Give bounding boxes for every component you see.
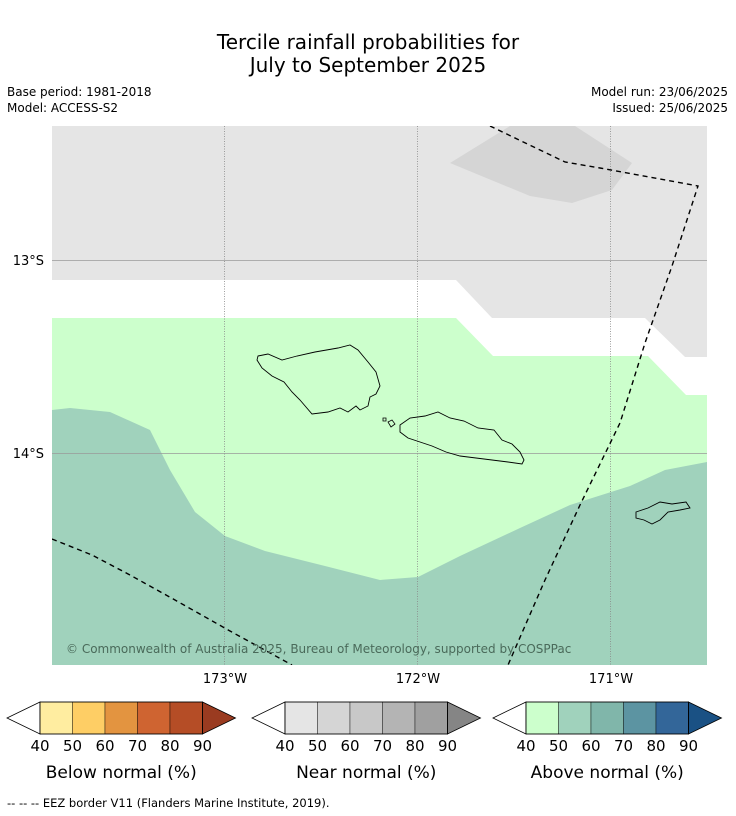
above-normal-colorbar-segment bbox=[558, 701, 592, 735]
issued-date: Issued: 25/06/2025 bbox=[612, 101, 728, 115]
apolima-islet bbox=[382, 417, 387, 422]
near-normal-colorbar-segment bbox=[414, 701, 448, 735]
base-period: Base period: 1981-2018 bbox=[7, 85, 152, 99]
near-normal-colorbar-extend-high bbox=[447, 701, 482, 735]
above-normal-colorbar-segment bbox=[590, 701, 624, 735]
near-normal-tick-label: 50 bbox=[308, 737, 327, 755]
above-normal-tick-label: 40 bbox=[516, 737, 535, 755]
above-normal-tick-label: 60 bbox=[581, 737, 600, 755]
upolu-island bbox=[399, 411, 525, 465]
map-area: © Commonwealth of Australia 2025, Bureau… bbox=[52, 126, 707, 665]
model-run-date: Model run: 23/06/2025 bbox=[590, 85, 728, 99]
chart-title-line-2: July to September 2025 bbox=[249, 53, 487, 77]
below-normal-tick-label: 50 bbox=[63, 737, 82, 755]
near-normal-tick-label: 70 bbox=[373, 737, 392, 755]
below-normal-tick-label: 40 bbox=[30, 737, 49, 755]
model-name: Model: ACCESS-S2 bbox=[7, 101, 119, 115]
lon-label-172w: 172°W bbox=[396, 672, 440, 687]
below-normal-legend-label: Below normal (%) bbox=[46, 763, 197, 783]
lon-label-173w: 173°W bbox=[203, 672, 247, 687]
near-normal-colorbar-segment bbox=[317, 701, 351, 735]
above-normal-colorbar-segment bbox=[525, 701, 559, 735]
tutuila-island bbox=[635, 501, 691, 525]
below-normal-colorbar-extend-low bbox=[6, 701, 41, 735]
below-normal-tick-label: 60 bbox=[95, 737, 114, 755]
near-normal-legend-label: Near normal (%) bbox=[296, 763, 436, 783]
above-normal-colorbar-extend-low bbox=[492, 701, 527, 735]
near-normal-colorbar-outline bbox=[284, 701, 448, 735]
below-normal-tick-label: 90 bbox=[193, 737, 212, 755]
above-normal-colorbar-segment bbox=[655, 701, 689, 735]
above-normal-colorbar-segment bbox=[623, 701, 657, 735]
near-normal-colorbar-segment bbox=[284, 701, 318, 735]
near-normal-colorbar-segment bbox=[382, 701, 416, 735]
manono-islet bbox=[387, 419, 396, 428]
eez-footnote: -- -- -- EEZ border V11 (Flanders Marine… bbox=[7, 796, 330, 810]
near-normal-tick-label: 40 bbox=[275, 737, 294, 755]
below-normal-colorbar-segment bbox=[39, 701, 73, 735]
below-normal-colorbar-outline bbox=[39, 701, 203, 735]
below-normal-colorbar-segment bbox=[169, 701, 203, 735]
lon-label-171w: 171°W bbox=[589, 672, 633, 687]
below-normal-tick-label: 70 bbox=[128, 737, 147, 755]
eez-border-north bbox=[489, 126, 699, 665]
near-normal-tick-label: 80 bbox=[405, 737, 424, 755]
eez-border-south bbox=[52, 538, 293, 665]
above-normal-colorbar-outline bbox=[525, 701, 689, 735]
legend-group: 40 50 60 70 80 90 Below normal (%) 40 50 60 70 80 90… bbox=[6, 701, 723, 783]
above-normal-50-60-region bbox=[52, 408, 707, 665]
near-normal-tick-label: 60 bbox=[340, 737, 359, 755]
savaii-island bbox=[256, 344, 381, 415]
near-normal-tick-label: 90 bbox=[438, 737, 457, 755]
above-normal-tick-label: 50 bbox=[549, 737, 568, 755]
below-normal-colorbar-segment bbox=[104, 701, 138, 735]
lat-label-13s: 13°S bbox=[13, 254, 44, 269]
below-normal-colorbar-extend-high bbox=[202, 701, 237, 735]
near-normal-colorbar-segment bbox=[349, 701, 383, 735]
below-normal-colorbar-segment bbox=[72, 701, 106, 735]
copyright-notice: © Commonwealth of Australia 2025, Bureau… bbox=[66, 642, 571, 656]
above-normal-colorbar-extend-high bbox=[688, 701, 723, 735]
lat-label-14s: 14°S bbox=[13, 447, 44, 462]
above-normal-tick-label: 70 bbox=[614, 737, 633, 755]
below-normal-tick-label: 80 bbox=[160, 737, 179, 755]
above-normal-tick-label: 80 bbox=[646, 737, 665, 755]
near-normal-colorbar-extend-low bbox=[251, 701, 286, 735]
chart-title-line-1: Tercile rainfall probabilities for bbox=[216, 30, 520, 54]
above-normal-legend-label: Above normal (%) bbox=[531, 763, 684, 783]
near-normal-60-70-region bbox=[450, 126, 632, 203]
below-normal-colorbar-segment bbox=[137, 701, 171, 735]
above-normal-tick-label: 90 bbox=[679, 737, 698, 755]
